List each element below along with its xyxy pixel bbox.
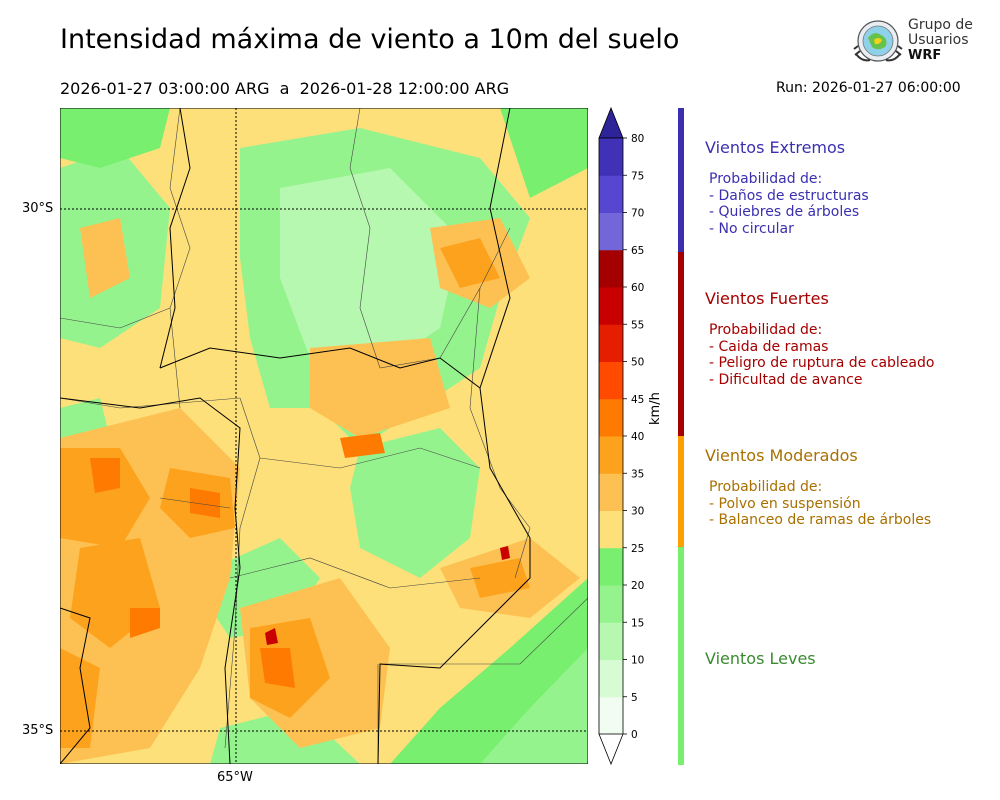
globe-logo-icon xyxy=(853,20,903,62)
lat-label-30s: 30°S xyxy=(22,201,54,216)
legend-moderate-title: Vientos Moderados xyxy=(705,446,858,465)
colorbar-cell xyxy=(599,398,623,437)
category-bar-moderate xyxy=(678,436,684,547)
colorbar-tick-label: 5 xyxy=(631,692,638,704)
colorbar-tick-label: 10 xyxy=(631,655,644,667)
colorbar-cell xyxy=(599,510,623,549)
colorbar-cell xyxy=(599,138,623,176)
colorbar-unit: km/h xyxy=(648,392,663,425)
run-time: Run: 2026-01-27 06:00:00 xyxy=(776,80,961,96)
forecast-period: 2026-01-27 03:00:00 ARG a 2026-01-28 12:… xyxy=(60,79,510,98)
colorbar-cell xyxy=(599,287,623,325)
colorbar-tick-label: 80 xyxy=(631,133,644,145)
category-bar-strong xyxy=(678,252,684,436)
colorbar-extend-min xyxy=(598,733,624,766)
category-bar-light xyxy=(678,547,684,765)
category-bar-extreme xyxy=(678,108,684,252)
colorbar-tick-label: 45 xyxy=(631,394,644,406)
colorbar-cell xyxy=(599,361,623,400)
colorbar-tick-label: 0 xyxy=(631,729,638,741)
colorbar-cell xyxy=(599,696,623,735)
colorbar-cell xyxy=(599,622,623,660)
lon-label-65w: 65°W xyxy=(217,770,253,785)
colorbar-tick-label: 15 xyxy=(631,617,644,629)
colorbar-extend-max xyxy=(598,106,624,139)
colorbar-cell xyxy=(599,547,623,586)
colorbar-tick-label: 70 xyxy=(631,208,644,220)
legend-strong-body: Probabilidad de: - Caida de ramas - Peli… xyxy=(709,322,935,388)
colorbar-cell xyxy=(599,324,623,362)
colorbar-tick-label: 50 xyxy=(631,357,644,369)
colorbar-tick-label: 65 xyxy=(631,245,644,257)
colorbar-tick-label: 30 xyxy=(631,506,644,518)
colorbar-cell xyxy=(599,436,623,474)
colorbar: 0 5 10 15 20 25 30 35 40 45 50 55 60 65 70 75 80 xyxy=(598,106,644,766)
colorbar-cell xyxy=(599,659,623,698)
colorbar-tick-label: 75 xyxy=(631,170,644,182)
legend-moderate-body: Probabilidad de: - Polvo en suspensión -… xyxy=(709,479,932,528)
colorbar-tick-label: 35 xyxy=(631,468,644,480)
wind-map xyxy=(60,108,588,764)
colorbar-tick-label: 25 xyxy=(631,543,644,555)
admin-boundaries xyxy=(60,108,588,764)
colorbar-tick-label: 55 xyxy=(631,319,644,331)
legend-extreme-body: Probabilidad de: - Daños de estructuras … xyxy=(709,171,869,237)
lat-label-35s: 35°S xyxy=(22,723,54,738)
legend-strong-title: Vientos Fuertes xyxy=(705,289,829,308)
colorbar-tick-label: 20 xyxy=(631,580,644,592)
strong-wind-areas xyxy=(60,238,530,748)
colorbar-cell xyxy=(599,585,623,623)
legend-light-title: Vientos Leves xyxy=(705,649,816,668)
colorbar-tick-label: 40 xyxy=(631,431,644,443)
page-title: Intensidad máxima de viento a 10m del su… xyxy=(60,24,680,55)
colorbar-cell xyxy=(599,212,623,251)
graticule xyxy=(60,108,588,764)
colorbar-cell xyxy=(599,249,623,288)
colorbar-tick-label: 60 xyxy=(631,282,644,294)
legend-extreme-title: Vientos Extremos xyxy=(705,138,846,157)
province-borders xyxy=(60,108,531,764)
colorbar-cell xyxy=(599,175,623,213)
colorbar-cell xyxy=(599,473,623,511)
logo-text: Grupo de Usuarios WRF xyxy=(908,17,973,64)
